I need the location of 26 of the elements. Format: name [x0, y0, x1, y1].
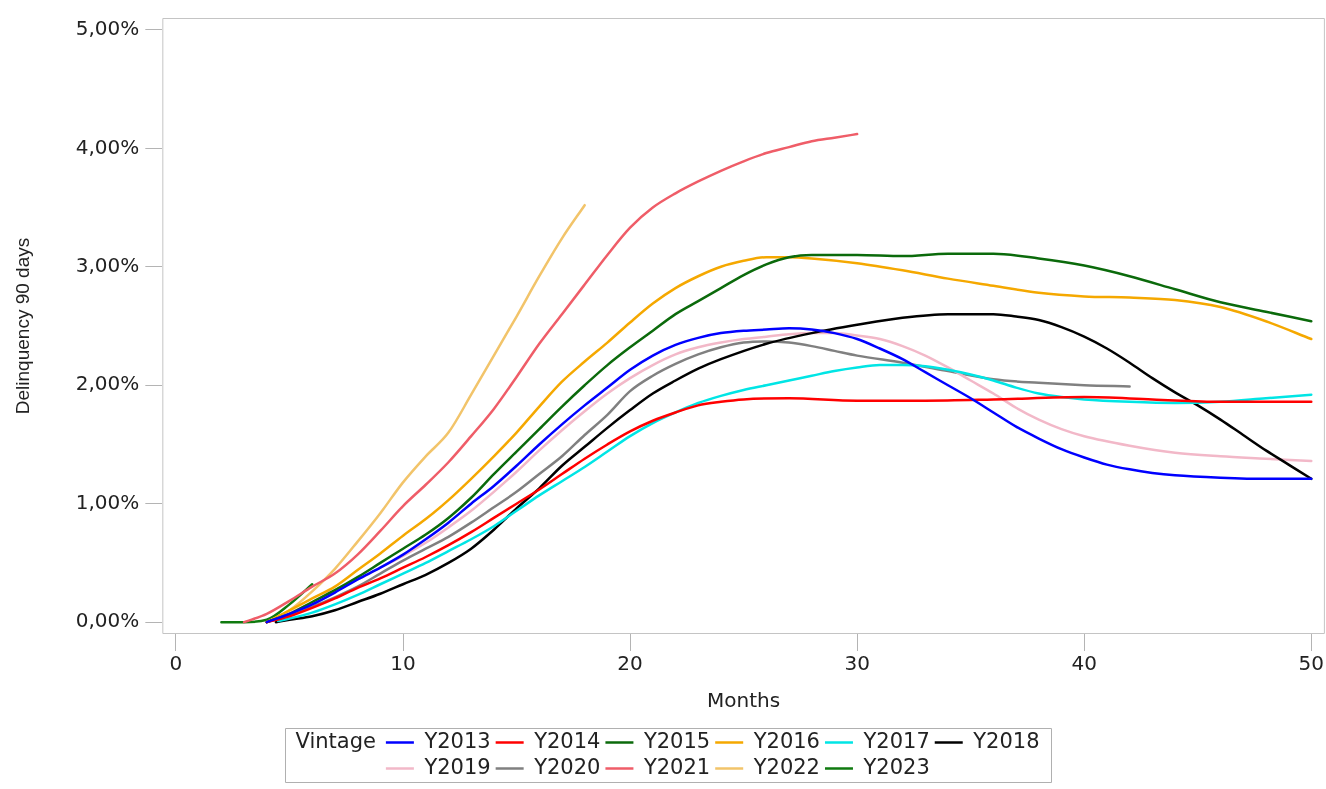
legend-label: Y2018	[972, 728, 1040, 753]
legend-label: Y2022	[752, 754, 820, 779]
x-tick-label: 10	[390, 651, 416, 676]
y-tick-label: 5,00%	[75, 16, 140, 41]
legend-title: Vintage	[295, 728, 376, 753]
legend-label: Y2020	[533, 754, 601, 779]
x-tick-label: 30	[844, 651, 870, 676]
y-axis-title: Delinquency 90 days	[11, 237, 33, 415]
x-tick-label: 0	[169, 651, 183, 676]
y-tick-label: 2,00%	[75, 371, 140, 396]
legend-label: Y2017	[862, 728, 930, 753]
x-tick-label: 20	[617, 651, 643, 676]
legend-label: Y2023	[862, 754, 930, 779]
legend-label: Y2019	[423, 754, 491, 779]
y-tick-label: 3,00%	[75, 252, 140, 277]
legend-label: Y2013	[423, 728, 491, 753]
y-tick-label: 1,00%	[75, 489, 140, 514]
legend-label: Y2014	[533, 728, 601, 753]
legend-label: Y2015	[642, 728, 711, 753]
y-tick-label: 4,00%	[75, 134, 140, 159]
legend-label: Y2021	[642, 754, 711, 779]
x-tick-label: 40	[1071, 651, 1097, 676]
x-axis-title: Months	[707, 688, 781, 713]
y-tick-label: 0,00%	[75, 608, 140, 633]
legend-label: Y2016	[752, 728, 820, 753]
x-tick-label: 50	[1298, 651, 1324, 676]
